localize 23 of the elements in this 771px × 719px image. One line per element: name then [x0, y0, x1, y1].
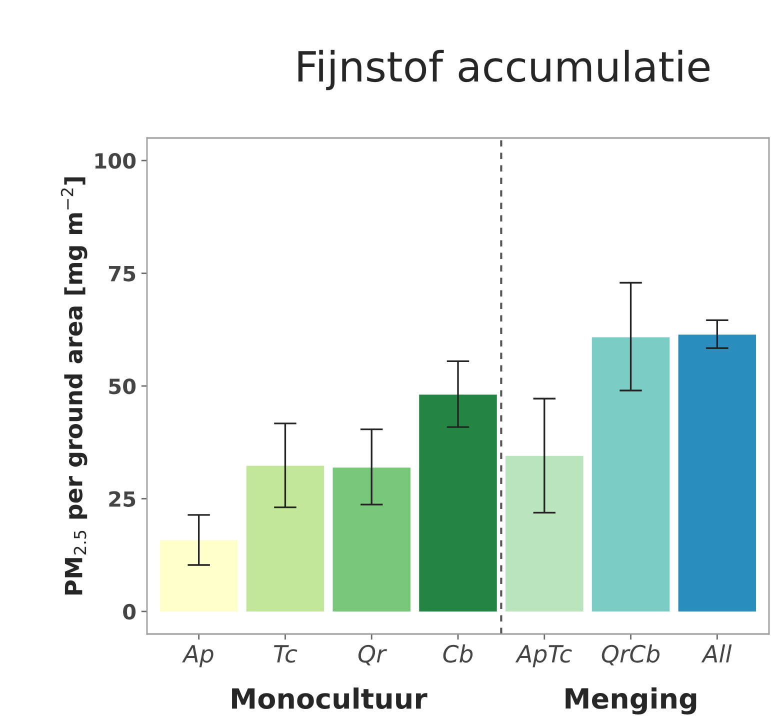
bar: [160, 540, 238, 612]
x-tick-label: Qr: [358, 644, 387, 666]
bar: [419, 394, 497, 612]
y-axis-title: PM$_{2.5}$ per ground area [mg m$^{−2}$]: [60, 177, 88, 595]
x-tick-label: Tc: [274, 645, 298, 663]
y-tick-label: 0: [123, 604, 136, 620]
x-tick-label: ApTc: [515, 645, 572, 668]
bar: [678, 334, 756, 612]
y-tick-label: 75: [108, 266, 136, 282]
text: Menging: [566, 687, 696, 715]
x-tick-label: Cb: [443, 644, 473, 663]
chart-title: Fijnstof accumulatie: [298, 50, 710, 90]
bar: [506, 456, 584, 612]
text: Monocultuur: [232, 688, 428, 710]
x-tick-label: QrCb: [602, 644, 660, 666]
bar: [246, 466, 324, 612]
bar: [592, 337, 670, 612]
y-tick-label: 25: [109, 491, 136, 507]
x-tick-label: Ap: [182, 645, 214, 668]
bar: [332, 468, 410, 612]
y-tick-label: 50: [109, 378, 136, 394]
x-tick-label: All: [701, 644, 732, 662]
y-tick-label: 100: [95, 153, 136, 169]
